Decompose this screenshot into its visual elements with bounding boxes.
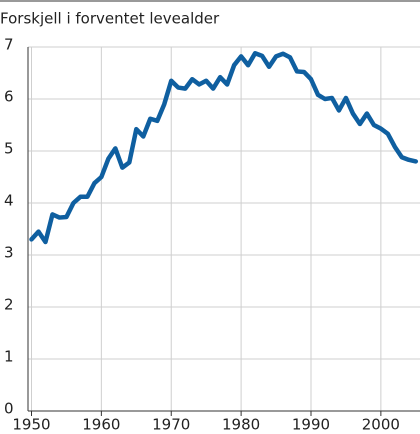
y-tick-label: 5 [4, 140, 14, 158]
x-tick-label: 1970 [152, 416, 190, 434]
y-tick-label: 7 [4, 36, 14, 54]
data-line [29, 50, 419, 245]
y-tick-label: 3 [4, 244, 14, 262]
x-tick-label: 1980 [222, 416, 260, 434]
y-tick-label: 2 [4, 296, 14, 314]
x-tick-label: 1960 [82, 416, 120, 434]
x-tick-label: 1990 [292, 416, 330, 434]
chart-title: Forskjell i forventet levealder [0, 10, 220, 28]
x-tick-label: 2000 [362, 416, 400, 434]
y-tick-label: 4 [4, 192, 14, 210]
y-tick-label: 0 [4, 400, 14, 418]
x-tick-label: 1950 [12, 416, 50, 434]
y-tick-label: 6 [4, 88, 14, 106]
y-tick-label: 1 [4, 348, 14, 366]
